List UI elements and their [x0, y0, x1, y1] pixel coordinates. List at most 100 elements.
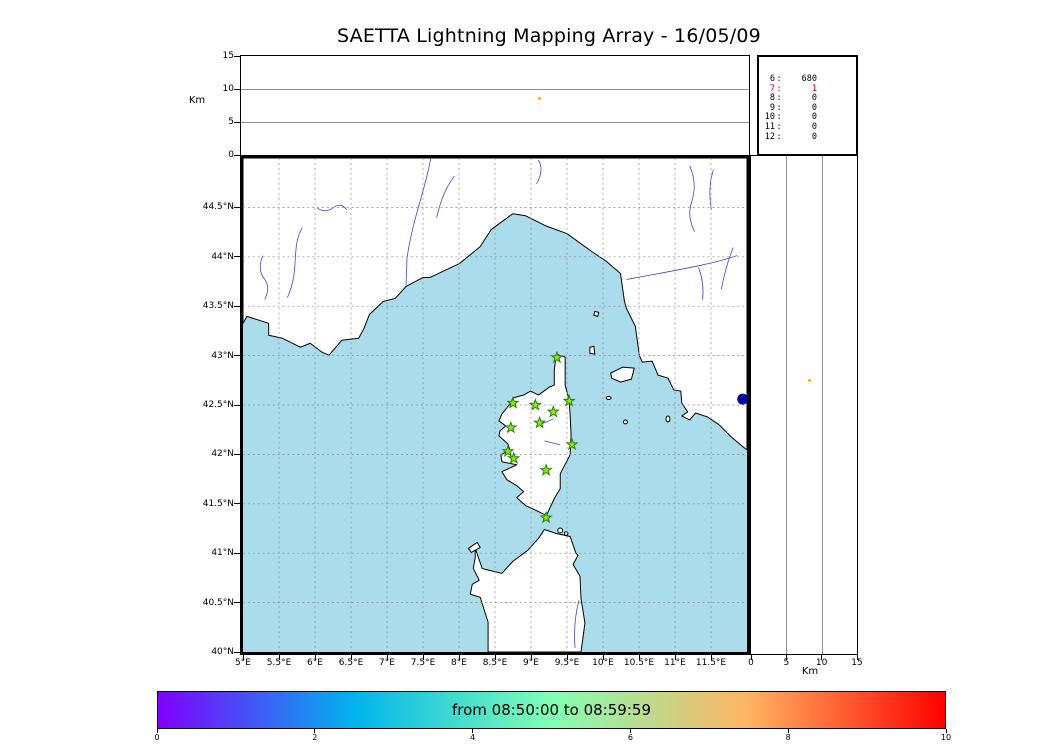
- count-colon: :: [776, 121, 782, 132]
- tick-mark: [234, 404, 240, 406]
- lma-station-marker: [501, 444, 515, 458]
- river: [574, 600, 580, 649]
- lon-tick-label: 11.5°E: [695, 658, 727, 668]
- alt-axis-tick-label: 10: [815, 658, 828, 668]
- tick-mark: [234, 305, 240, 307]
- river: [287, 227, 303, 298]
- lon-tick-label: 9°E: [523, 658, 539, 668]
- tick-mark: [386, 655, 388, 660]
- lat-tick-label: 41.5°N: [202, 498, 234, 509]
- gorgona-island: [593, 310, 600, 317]
- tick-mark: [234, 256, 240, 258]
- giglio-island: [665, 415, 671, 423]
- lat-tick-label: 42.5°N: [202, 400, 234, 410]
- tick-mark: [234, 121, 240, 123]
- count-key: 11: [764, 121, 775, 132]
- tick-mark: [821, 655, 823, 660]
- lon-tick-label: 6.5°E: [338, 658, 364, 668]
- alt-gridline: [241, 89, 749, 90]
- tick-mark: [494, 655, 496, 660]
- count-key: 10: [764, 112, 775, 123]
- elba-island: [610, 366, 635, 383]
- asinara-island: [467, 541, 481, 553]
- tick-mark: [234, 154, 240, 156]
- count-key: 6: [769, 74, 775, 84]
- river: [626, 255, 738, 280]
- tick-mark: [350, 655, 352, 660]
- colorbar-time-range-label: from 08:50:00 to 08:59:59: [451, 701, 651, 719]
- lon-tick-label: 10°E: [592, 658, 614, 668]
- lat-tick-label: 43.5°N: [202, 301, 234, 312]
- river: [720, 247, 734, 290]
- tick-mark: [234, 552, 240, 554]
- tick-mark: [278, 655, 280, 660]
- lma-station-marker: [528, 398, 542, 411]
- lon-tick-label: 8.5°E: [482, 658, 508, 668]
- tick-mark: [750, 655, 752, 660]
- alt-axis-tick-label: 0: [228, 150, 234, 160]
- lat-tick-label: 41°N: [211, 548, 234, 559]
- tick-mark: [234, 503, 240, 505]
- graticule-grid-layer: [243, 158, 747, 652]
- tick-mark: [234, 55, 240, 57]
- river: [689, 165, 695, 232]
- tick-mark: [234, 206, 240, 208]
- count-value: 1: [811, 83, 817, 94]
- land-layer: [243, 158, 747, 652]
- station-count-row: 6: 680: [759, 74, 856, 85]
- lat-tick-label: 42°N: [211, 449, 234, 460]
- lat-tick-label: 40°N: [211, 647, 234, 657]
- lma-station-marker: [539, 463, 553, 476]
- station-count-panel: 6: 680 7: 1 8: 0 9: 0 10: 0 11: 0 12: 0: [757, 55, 858, 156]
- alt-gridline: [821, 156, 823, 654]
- tick-mark: [242, 655, 244, 660]
- tick-mark: [234, 602, 240, 604]
- station-count-rows: 6: 680 7: 1 8: 0 9: 0 10: 0 11: 0 12: 0: [759, 74, 856, 142]
- lon-tick-label: 9.5°E: [554, 658, 580, 668]
- tick-mark: [472, 729, 474, 733]
- river: [698, 267, 704, 300]
- count-value: 0: [811, 93, 817, 104]
- colorbar-tick-label: 10: [940, 733, 952, 742]
- colorbar-tick-label: 2: [312, 733, 318, 742]
- lon-tick-label: 11°E: [664, 658, 686, 668]
- river: [259, 255, 269, 300]
- count-value: 0: [811, 131, 817, 142]
- tick-mark: [314, 729, 316, 733]
- count-value: 0: [811, 112, 817, 123]
- river: [544, 440, 561, 446]
- maddalena-island: [557, 527, 564, 534]
- montecristo-island: [622, 419, 628, 425]
- river: [709, 169, 714, 210]
- lon-tick-label: 7°E: [379, 658, 395, 668]
- tick-mark: [785, 655, 787, 660]
- alt-vs-lon-panel: [240, 55, 750, 156]
- tick-mark: [629, 729, 631, 733]
- colorbar-tick-label: 4: [470, 733, 476, 742]
- lightning-source-dot: [538, 97, 542, 101]
- count-colon: :: [776, 83, 782, 94]
- count-value: 0: [811, 121, 817, 132]
- tick-mark: [234, 651, 240, 653]
- river: [316, 204, 348, 212]
- tick-mark: [530, 655, 532, 660]
- tick-mark: [234, 355, 240, 357]
- colorbar-tick-label: 0: [154, 733, 160, 742]
- lat-tick-label: 44.5°N: [202, 202, 234, 213]
- lma-station-marker: [507, 451, 521, 464]
- lma-station-marker: [532, 415, 547, 429]
- tick-mark: [314, 655, 316, 660]
- lat-tick-label: 44°N: [211, 251, 234, 262]
- alt-gridline: [786, 156, 788, 654]
- capraia-island: [589, 345, 596, 355]
- count-colon: :: [776, 102, 782, 113]
- count-value: 0: [811, 102, 817, 113]
- colorbar-tick-label: 8: [785, 733, 791, 742]
- station-count-row: 11: 0: [759, 121, 856, 133]
- station-count-row: 9: 0: [759, 102, 856, 114]
- count-value: 680: [801, 74, 817, 84]
- tick-mark: [945, 729, 947, 733]
- corsica-island: [498, 353, 572, 517]
- tick-mark: [602, 655, 604, 660]
